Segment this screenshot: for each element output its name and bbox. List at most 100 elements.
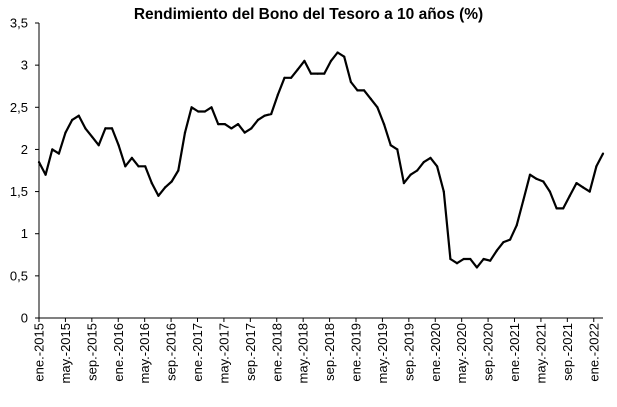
data-point	[462, 257, 465, 261]
data-point	[217, 123, 220, 126]
data-point	[97, 144, 100, 147]
data-point	[582, 186, 585, 189]
x-tick-label: ene.-2015	[32, 323, 47, 382]
data-point	[210, 106, 213, 109]
data-point	[296, 68, 299, 71]
y-tick-label: 2,5	[10, 100, 28, 115]
data-point	[482, 257, 485, 261]
data-point	[290, 76, 293, 79]
y-tick-label: 2	[21, 142, 28, 157]
data-point	[197, 110, 200, 113]
data-point	[157, 194, 160, 197]
data-point	[137, 165, 140, 168]
x-tick-label: ene.-2016	[111, 323, 126, 382]
data-point	[270, 112, 273, 116]
data-point	[309, 72, 313, 75]
data-point	[442, 190, 445, 193]
x-tick-label: may.-2015	[58, 323, 73, 383]
data-point	[316, 72, 319, 75]
data-point	[164, 186, 167, 189]
data-point	[263, 114, 266, 117]
data-point	[64, 131, 67, 134]
data-point	[71, 118, 74, 121]
x-tick-label: ene.-2017	[190, 323, 205, 382]
data-point	[568, 194, 571, 197]
data-point	[250, 127, 253, 130]
data-point	[469, 257, 472, 261]
data-point	[276, 93, 279, 96]
data-point	[542, 180, 545, 183]
data-point	[243, 131, 246, 134]
data-point	[44, 173, 47, 176]
y-tick-label: 1	[21, 226, 28, 241]
data-point	[382, 123, 386, 126]
x-tick-label: may.-2019	[375, 323, 390, 383]
data-point	[130, 156, 133, 159]
y-tick-label: 3	[21, 58, 28, 73]
x-tick-label: sep.-2020	[481, 323, 496, 381]
data-point	[455, 262, 459, 265]
data-point	[283, 76, 286, 79]
data-point	[37, 161, 41, 164]
data-point	[595, 165, 598, 168]
data-point	[51, 148, 54, 151]
x-tick-label: sep.-2017	[243, 323, 258, 381]
y-tick-labels: 0 0,5 1 1,5 2 2,5 3 3,5	[10, 16, 28, 326]
data-point	[230, 127, 233, 130]
x-tick-labels: ene.-2015 may.-2015 sep.-2015 ene.-2016 may.…	[32, 323, 602, 383]
data-point	[329, 59, 333, 63]
data-point	[562, 207, 565, 210]
y-tick-label: 0	[21, 311, 28, 326]
x-tick-label: sep.-2021	[560, 323, 575, 381]
data-point	[349, 80, 352, 84]
data-point	[303, 59, 306, 63]
x-tick-label: may.-2017	[216, 323, 231, 383]
data-point	[515, 224, 518, 227]
data-point	[110, 127, 114, 130]
x-tick-label: sep.-2015	[84, 323, 99, 381]
data-point	[495, 249, 498, 252]
data-point	[256, 118, 260, 121]
data-point	[77, 114, 80, 117]
y-tick-label: 1,5	[10, 184, 28, 199]
x-tick-label: may.-2016	[137, 323, 152, 383]
data-point	[422, 161, 425, 164]
data-point	[548, 190, 552, 193]
data-point	[389, 144, 392, 147]
data-point	[522, 198, 525, 202]
x-tick-label: may.-2021	[533, 323, 548, 383]
data-point	[601, 152, 605, 155]
data-point	[416, 169, 419, 172]
data-point	[117, 144, 120, 147]
data-point	[502, 241, 505, 244]
data-point	[183, 131, 187, 134]
data-point	[170, 180, 173, 183]
data-point	[323, 72, 326, 75]
data-point	[104, 127, 107, 130]
data-point	[124, 165, 127, 168]
data-point	[363, 89, 366, 92]
data-point	[436, 165, 439, 168]
data-point	[509, 238, 512, 241]
x-tick-label: may.-2018	[296, 323, 311, 383]
data-point	[449, 257, 452, 261]
data-point	[535, 177, 538, 180]
x-tick-label: sep.-2019	[401, 323, 416, 381]
data-point	[237, 123, 240, 126]
yield-series-line	[38, 51, 604, 269]
data-point	[429, 156, 432, 159]
y-tick-label: 3,5	[10, 16, 28, 31]
y-tick-label: 0,5	[10, 268, 28, 283]
x-tick-label: sep.-2018	[322, 323, 337, 381]
data-point	[356, 89, 359, 92]
data-point	[489, 259, 492, 262]
data-point	[588, 190, 591, 193]
x-tick-label: ene.-2022	[586, 323, 601, 382]
data-point	[84, 127, 87, 130]
data-point	[150, 182, 153, 185]
data-point	[57, 152, 61, 155]
chart-title: Rendimiento del Bono del Tesoro a 10 año…	[133, 6, 484, 23]
data-point	[376, 106, 379, 109]
data-point	[190, 106, 193, 109]
data-point	[555, 207, 558, 210]
